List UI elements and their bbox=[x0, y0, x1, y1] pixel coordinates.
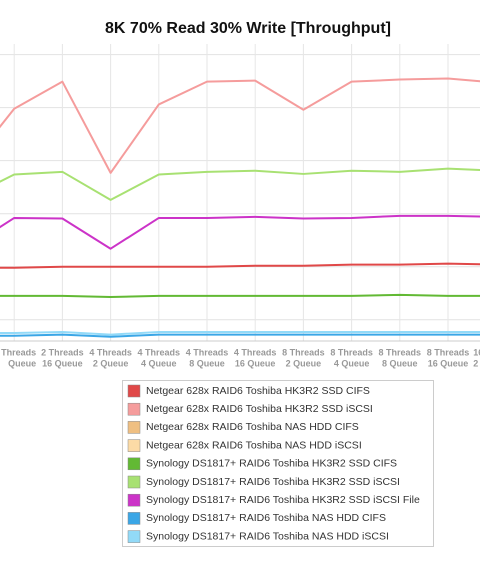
legend-label: Synology DS1817+ RAID6 Toshiba HK3R2 SSD… bbox=[146, 476, 400, 488]
x-tick-label: 8 Threads bbox=[379, 347, 422, 357]
series-line bbox=[0, 167, 480, 201]
x-tick-label: 8 Queue bbox=[382, 358, 418, 368]
legend-swatch bbox=[127, 512, 141, 525]
x-tick-label: 4 Threads bbox=[234, 347, 277, 357]
legend-label: Synology DS1817+ RAID6 Toshiba NAS HDD i… bbox=[146, 530, 389, 542]
x-tick-label: 16 Queue bbox=[428, 358, 469, 368]
x-tick-label: 4 Queue bbox=[141, 358, 177, 368]
x-tick-label: 16 bbox=[473, 347, 480, 357]
series-line bbox=[0, 330, 480, 336]
legend-swatch bbox=[127, 475, 141, 489]
series-line bbox=[0, 333, 480, 338]
x-tick-label: 4 Threads bbox=[138, 347, 181, 357]
legend-swatch bbox=[127, 421, 141, 434]
x-tick-label: 16 Queue bbox=[235, 358, 276, 368]
x-tick-label: 8 Threads bbox=[427, 347, 470, 357]
legend-label: Synology DS1817+ RAID6 Toshiba HK3R2 SSD… bbox=[146, 494, 420, 506]
legend-box bbox=[122, 380, 434, 547]
x-tick-label: 16 Queue bbox=[42, 358, 83, 368]
chart-title: 8K 70% Read 30% Write [Throughput] bbox=[105, 20, 391, 37]
legend-swatch bbox=[127, 402, 141, 416]
legend-label: Synology DS1817+ RAID6 Toshiba NAS HDD C… bbox=[146, 512, 386, 524]
legend-swatch bbox=[127, 439, 141, 452]
x-tick-label: 2 bbox=[473, 358, 478, 368]
x-tick-label: 2 Queue bbox=[93, 358, 129, 368]
legend-label: Netgear 628x RAID6 Toshiba HK3R2 SSD iSC… bbox=[146, 403, 373, 415]
legend-swatch bbox=[127, 384, 141, 398]
x-tick-label: 2 Threads bbox=[41, 347, 84, 357]
x-tick-label: Threads bbox=[1, 347, 36, 357]
x-tick-label: 8 Queue bbox=[189, 358, 225, 368]
series-line bbox=[0, 293, 480, 298]
legend-swatch bbox=[127, 493, 141, 507]
legend-label: Synology DS1817+ RAID6 Toshiba HK3R2 SSD… bbox=[146, 458, 397, 470]
legend-label: Netgear 628x RAID6 Toshiba NAS HDD CIFS bbox=[146, 421, 359, 433]
x-tick-label: 4 Queue bbox=[334, 358, 370, 368]
x-tick-label: 8 Threads bbox=[282, 347, 325, 357]
x-tick-label: 2 Queue bbox=[286, 358, 322, 368]
series-line bbox=[0, 262, 480, 269]
x-tick-label: 8 Threads bbox=[330, 347, 373, 357]
x-tick-label: Queue bbox=[8, 358, 36, 368]
x-tick-label: 4 Threads bbox=[186, 347, 229, 357]
series-line bbox=[0, 77, 480, 174]
legend-label: Netgear 628x RAID6 Toshiba HK3R2 SSD CIF… bbox=[146, 385, 370, 397]
series-line bbox=[0, 214, 480, 250]
legend-label: Netgear 628x RAID6 Toshiba NAS HDD iSCSI bbox=[146, 439, 362, 451]
legend-swatch bbox=[127, 530, 141, 543]
legend-swatch bbox=[127, 457, 141, 471]
x-tick-label: 4 Threads bbox=[89, 347, 132, 357]
